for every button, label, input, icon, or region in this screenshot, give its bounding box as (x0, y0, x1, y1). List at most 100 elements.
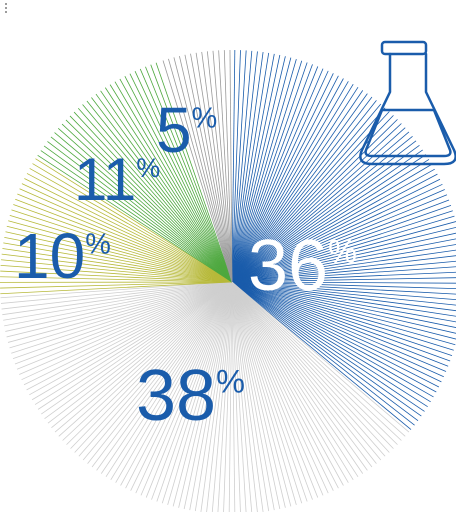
wedge-ray (231, 154, 427, 283)
wedge-ray (155, 62, 233, 283)
wedge-ray (231, 281, 451, 362)
wedge-ray (77, 107, 233, 283)
wedge-ray (9, 214, 233, 283)
pie-wedge (162, 50, 233, 283)
wedge-ray (231, 238, 456, 283)
wedge-ray (87, 281, 233, 464)
wedge-ray (168, 58, 233, 283)
wedge-ray (231, 281, 382, 461)
value-label: 10% (14, 220, 111, 292)
wedge-ray (231, 123, 402, 283)
wedge-ray (206, 51, 233, 283)
wedge-ray (231, 281, 339, 489)
wedge-ray (231, 56, 286, 283)
wedge-ray (231, 281, 456, 317)
wedge-ray (44, 281, 233, 420)
wedge-ray (145, 66, 233, 283)
wedge-ray (95, 93, 233, 283)
wedge-ray (231, 281, 456, 312)
wedge-ray (115, 281, 233, 483)
wedge-ray (3, 281, 233, 321)
wedge-ray (231, 281, 377, 464)
wedge-ray (231, 199, 450, 283)
wedge-ray (12, 281, 233, 360)
wedge-ray (231, 75, 339, 283)
wedge-ray (231, 50, 236, 283)
wedge-ray (231, 244, 456, 283)
wedge-ray (183, 281, 233, 510)
wedge-ray (231, 60, 303, 283)
wedge-ray (190, 53, 233, 283)
wedge-ray (231, 281, 442, 383)
wedge-ray (8, 220, 233, 283)
wedge-ray (6, 225, 233, 283)
wedge-ray (231, 178, 441, 283)
wedge-ray (41, 281, 233, 415)
flask-icon (359, 40, 456, 166)
wedge-ray (14, 281, 233, 365)
wedge-ray (212, 50, 233, 283)
wedge-ray (231, 221, 456, 283)
wedge-ray (172, 281, 233, 507)
wedge-ray (150, 64, 233, 283)
wedge-ray (231, 281, 456, 301)
wedge-ray (66, 281, 233, 445)
wedge-ray (231, 281, 406, 437)
wedge-ray (231, 51, 258, 283)
wedge-ray (231, 249, 456, 283)
wedge-ray (7, 281, 233, 343)
wedge-ray (86, 100, 233, 283)
wedge-ray (231, 281, 334, 491)
wedge-ray (206, 281, 233, 512)
wedge-ray (231, 281, 456, 334)
wedge-ray (167, 281, 233, 506)
wedge-ray (231, 281, 428, 407)
wedge-ray (231, 281, 425, 412)
wedge-ray (231, 111, 390, 283)
wedge-ray (231, 281, 419, 421)
wedge-ray (31, 281, 233, 401)
wedge-ray (231, 183, 443, 283)
pie-wedge (0, 281, 410, 512)
wedge-ray (200, 281, 233, 512)
wedge-ray (47, 281, 233, 424)
wedge-ray (231, 83, 354, 283)
wedge-ray (231, 281, 236, 512)
wedge-ray (223, 50, 233, 283)
wedge-ray (194, 281, 233, 512)
wedge-ray (231, 281, 437, 393)
wedge-ray (229, 50, 233, 283)
wedge-ray (134, 71, 233, 283)
wedge-ray (37, 281, 233, 410)
wedge-ray (231, 73, 334, 283)
wedge-ray (231, 57, 292, 283)
wedge-ray (231, 50, 241, 283)
wedge-ray (231, 281, 292, 507)
wedge-ray (29, 281, 233, 396)
wedge-ray (96, 281, 233, 471)
wedge-ray (0, 276, 233, 283)
value-label: 36% (248, 226, 357, 306)
wedge-ray (35, 158, 233, 283)
wedge-ray (231, 281, 270, 512)
wedge-ray (65, 119, 233, 283)
wedge-ray (43, 145, 233, 283)
wedge-ray (21, 183, 233, 283)
wedge-ray (231, 281, 394, 449)
wedge-ray (231, 96, 373, 283)
value-label: 5% (156, 94, 217, 166)
wedge-ray (179, 55, 233, 283)
wedge-ray (40, 150, 233, 283)
wedge-ray (109, 84, 233, 283)
wedge-ray (231, 58, 297, 283)
wedge-ray (231, 281, 456, 340)
wedge-ray (228, 281, 233, 512)
wedge-ray (9, 281, 233, 349)
wedge-ray (231, 78, 344, 283)
wedge-ray (231, 204, 452, 283)
wedge-ray (2, 248, 233, 283)
wedge-ray (26, 281, 233, 391)
wedge-ray (231, 281, 349, 483)
wedge-ray (26, 173, 233, 283)
wedge-ray (29, 168, 233, 283)
